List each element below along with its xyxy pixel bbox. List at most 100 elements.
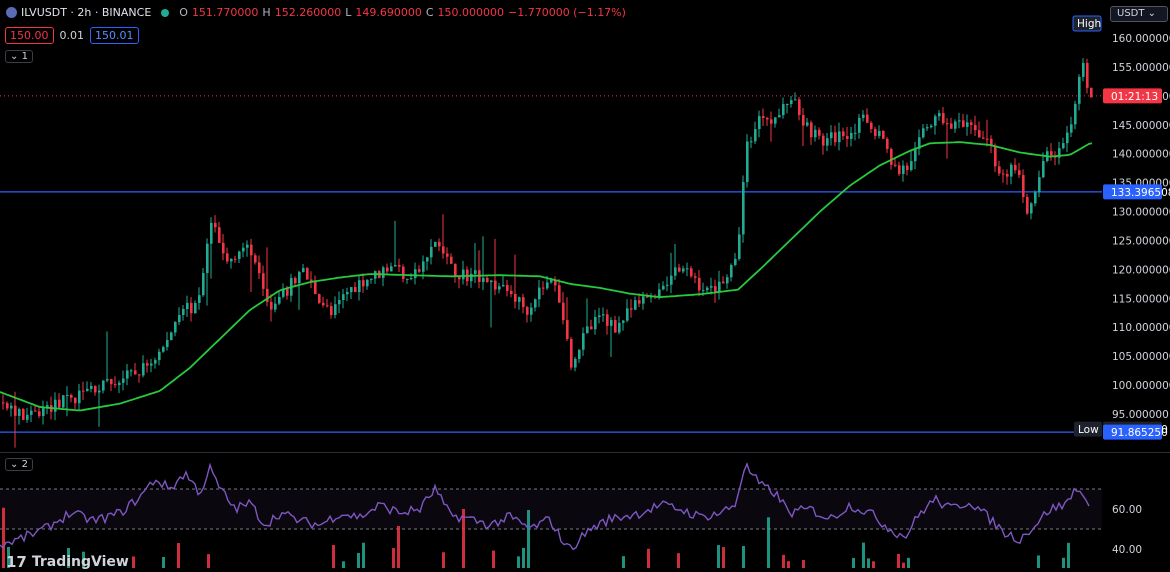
rsi-legend-toggle[interactable]: ⌄ 2 (5, 458, 33, 471)
candle-body (582, 333, 585, 350)
candle-body (246, 244, 249, 248)
candle-body (326, 305, 329, 307)
candle-body (574, 358, 577, 368)
candle-body (778, 115, 781, 118)
currency-select[interactable]: USDT ⌄ (1110, 6, 1168, 22)
main-legend-toggle[interactable]: ⌄ 1 (5, 50, 33, 63)
market-status-icon (161, 8, 170, 17)
volume-bar (162, 556, 165, 568)
candle-body (830, 132, 833, 139)
candle-body (618, 322, 621, 333)
candle-body (310, 279, 313, 282)
candle-body (46, 405, 49, 409)
candle-body (254, 255, 257, 263)
symbol-title[interactable]: ILVUSDT · 2h · BINANCE (21, 6, 152, 19)
candle-body (278, 296, 281, 304)
price-tick-label: 115.000000 (1112, 293, 1170, 305)
candle-body (554, 279, 557, 286)
volume-bar (442, 552, 445, 568)
volume-bar (342, 561, 345, 568)
candle-body (506, 284, 509, 291)
volume-bar (1067, 542, 1070, 568)
candle-body (262, 273, 265, 289)
rsi-axis: 40.00 60.00 (1112, 504, 1142, 556)
candle-body (350, 287, 353, 293)
candle-body (426, 257, 429, 262)
candle-body (1022, 175, 1025, 198)
candle-body (298, 271, 301, 284)
candle-body (362, 280, 365, 287)
level-price-label-background (1103, 184, 1162, 200)
candle-body (558, 285, 561, 303)
candle-body (38, 411, 41, 417)
candle-body (274, 303, 277, 310)
candle-body (638, 300, 641, 304)
candle-body (70, 394, 73, 398)
candle-body (134, 370, 137, 375)
candle-body (610, 320, 613, 326)
candle-body (918, 137, 921, 149)
candle-body (206, 243, 209, 274)
candle-body (782, 104, 785, 116)
candle-body (154, 360, 157, 364)
volume-bar (2, 507, 5, 568)
low-badge (1074, 421, 1102, 437)
candle-body (986, 138, 989, 140)
candle-body (862, 114, 865, 118)
candle-body (14, 405, 17, 416)
candle-body (98, 390, 101, 393)
candle-body (242, 247, 245, 252)
coin-logo-icon (6, 7, 17, 18)
candle-body (182, 308, 185, 316)
candle-body (462, 269, 465, 280)
candle-body (22, 409, 25, 420)
candle-body (2, 402, 5, 404)
candle-body (334, 304, 337, 316)
level-price-label-2-background (1103, 424, 1162, 440)
candle-body (754, 129, 757, 142)
candle-body (386, 267, 389, 272)
candle-body (950, 123, 953, 129)
volume-bar (867, 558, 870, 568)
price-tick-label: 95.000000 (1112, 409, 1169, 421)
candle-body (738, 234, 741, 259)
countdown-label: 01:21:13 (1111, 91, 1158, 103)
candle-body (662, 285, 665, 290)
candle-body (1034, 192, 1037, 204)
buy-button[interactable]: 150.01 (90, 27, 139, 44)
candles (2, 58, 1093, 448)
candle-body (990, 138, 993, 146)
candle-body (486, 277, 489, 283)
open-value: 151.770000 (191, 6, 259, 19)
candle-body (838, 131, 841, 143)
price-tick-label: 145.000000 (1112, 120, 1170, 132)
candle-body (914, 148, 917, 162)
tradingview-logo: 17 TradingView (6, 553, 129, 571)
candle-body (322, 302, 325, 306)
candle-body (562, 302, 565, 321)
candle-body (1002, 173, 1005, 175)
sell-button[interactable]: 150.00 (5, 27, 54, 44)
candle-body (474, 270, 477, 274)
candle-body (906, 165, 909, 170)
candle-body (318, 294, 321, 303)
candle-body (26, 414, 29, 420)
candle-body (922, 128, 925, 138)
candle-body (270, 301, 273, 310)
candle-body (450, 256, 453, 264)
candle-body (106, 379, 109, 381)
candle-body (458, 276, 461, 280)
candle-body (878, 130, 881, 136)
candle-body (806, 122, 809, 126)
candle-body (250, 244, 253, 256)
candle-body (518, 297, 521, 302)
candle-body (1058, 148, 1061, 158)
change-value: −1.770000 (−1.17%) (507, 6, 626, 19)
high-value: 152.260000 (274, 6, 342, 19)
volume-bar (67, 547, 70, 568)
candle-body (994, 145, 997, 167)
candle-body (854, 132, 857, 134)
candle-body (910, 161, 913, 170)
